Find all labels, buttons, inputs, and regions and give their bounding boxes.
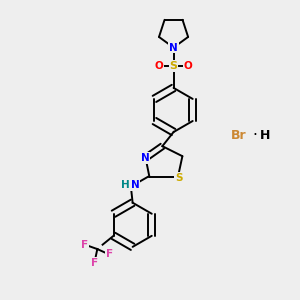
Text: H: H <box>122 180 130 190</box>
Text: Br: Br <box>230 129 246 142</box>
Text: F: F <box>91 258 98 268</box>
Text: F: F <box>81 240 88 250</box>
Text: O: O <box>154 61 163 71</box>
Text: N: N <box>131 180 140 190</box>
Text: S: S <box>169 61 178 71</box>
Text: H: H <box>260 129 270 142</box>
Text: ·: · <box>252 128 257 143</box>
Text: F: F <box>106 249 112 260</box>
Text: O: O <box>184 61 193 71</box>
Text: N: N <box>141 153 149 163</box>
Text: S: S <box>175 173 182 183</box>
Text: N: N <box>169 43 178 52</box>
